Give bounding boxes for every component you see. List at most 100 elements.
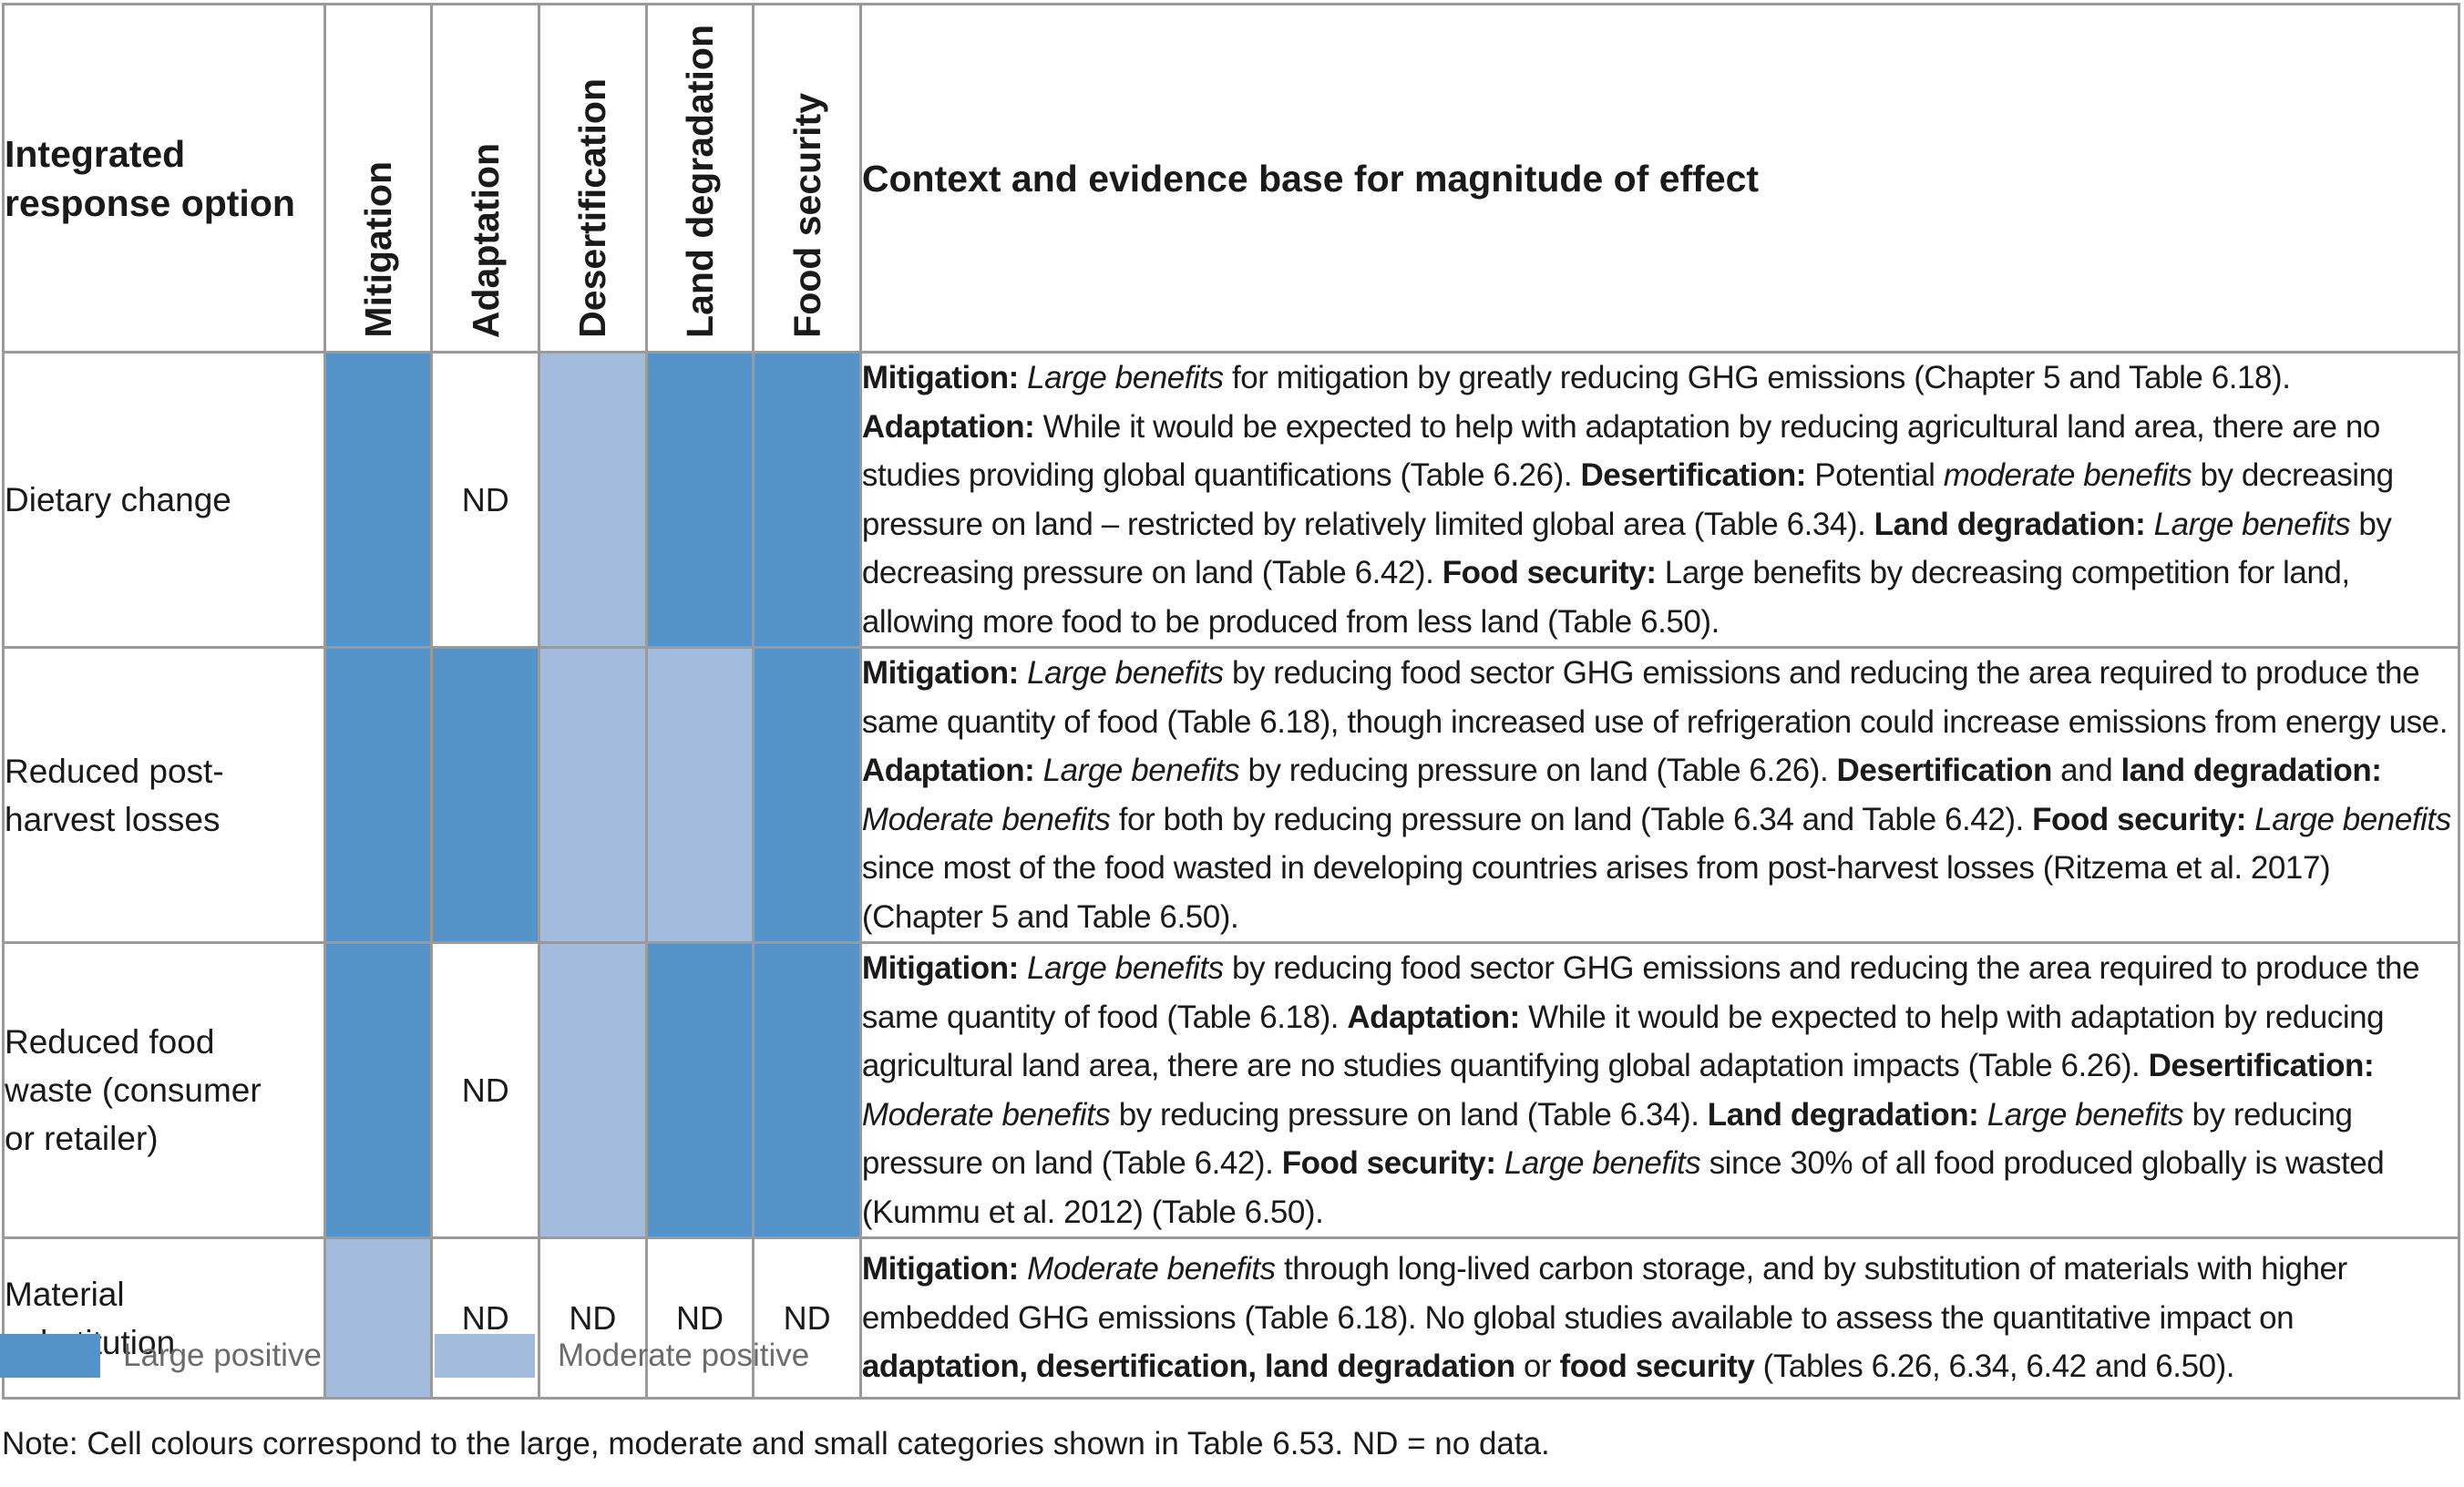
- table-header-row: Integrated response option Mitigation Ad…: [2, 3, 2461, 354]
- header-food-security-label: Food security: [785, 93, 828, 338]
- impact-cell-land-degradation: ND: [644, 1236, 755, 1400]
- option-label-line: or retailer): [5, 1120, 159, 1157]
- context-text: since 30% of all food produced globally …: [861, 1145, 2385, 1230]
- header-food-security: Food security: [752, 3, 862, 354]
- header-desertification-label: Desertification: [571, 78, 614, 338]
- impact-cell-food-security: [752, 646, 862, 944]
- context-bold-term: adaptation, desertification, land degrad…: [861, 1349, 1515, 1385]
- context-bold-term: Desertification:: [2148, 1048, 2375, 1083]
- legend-label-moderate: Moderate positive: [558, 1338, 810, 1373]
- context-bold-term: Land degradation:: [1874, 506, 2146, 542]
- header-option-line1: Integrated: [5, 132, 186, 175]
- impact-cell-mitigation: [323, 646, 434, 944]
- context-italic-term: moderate benefits: [1943, 457, 2192, 493]
- header-land-degradation: Land degradation: [644, 3, 755, 354]
- context-italic-term: Large benefits: [2254, 801, 2451, 837]
- table-row: Reduced food waste (consumer or retailer) N…: [2, 941, 2461, 1239]
- context-text: [2246, 802, 2254, 837]
- context-cell: Mitigation: Moderate benefits through lo…: [858, 1236, 2461, 1400]
- context-text: [1019, 950, 1027, 986]
- impact-cell-food-security: [752, 351, 862, 649]
- context-bold-term: Adaptation:: [1347, 999, 1520, 1035]
- table-row: Reduced post-harvest losses Mitigation: L…: [2, 646, 2461, 944]
- context-text: by decreasing pressure on land – restric…: [861, 457, 2394, 542]
- context-bold-term: Mitigation:: [861, 1251, 1019, 1287]
- header-integrated-response-option: Integrated response option: [2, 3, 326, 354]
- impact-cell-desertification: [538, 351, 648, 649]
- context-italic-term: Large benefits: [1027, 950, 1224, 986]
- header-mitigation-label: Mitigation: [357, 161, 400, 338]
- legend: Large positive Moderate positive: [0, 1334, 1093, 1378]
- header-adaptation-label: Adaptation: [464, 142, 507, 338]
- context-text: Large benefits by decreasing competition…: [861, 555, 2350, 640]
- impact-cell-desertification: ND: [538, 1236, 648, 1400]
- context-text: [1019, 655, 1027, 691]
- table-row: Dietary change ND Mitigation: Large benefi…: [2, 351, 2461, 649]
- impact-cell-adaptation: [430, 646, 541, 944]
- impact-cell-desertification: [538, 941, 648, 1239]
- header-context-evidence: Context and evidence base for magnitude …: [858, 3, 2461, 354]
- nd-label: ND: [461, 480, 509, 518]
- option-label-line: Reduced post-: [5, 752, 224, 790]
- impact-cell-mitigation: [323, 351, 434, 649]
- context-text: by reducing pressure on land (Table 6.34…: [1110, 1096, 1708, 1133]
- context-text: Potential: [1806, 457, 1944, 493]
- response-options-table: Integrated response option Mitigation Ad…: [2, 3, 2461, 1400]
- legend-label-large: Large positive: [123, 1338, 322, 1373]
- impact-cell-land-degradation: [644, 941, 755, 1239]
- context-italic-term: Large benefits: [1042, 753, 1240, 788]
- legend-swatch-large: [0, 1334, 100, 1378]
- nd-label: ND: [461, 1298, 509, 1337]
- context-bold-term: Mitigation:: [861, 950, 1019, 986]
- impact-cell-food-security: ND: [752, 1236, 862, 1400]
- header-land-degradation-label: Land degradation: [678, 25, 721, 338]
- nd-label: ND: [783, 1298, 831, 1337]
- context-text: [1034, 753, 1042, 788]
- table-body: Dietary change ND Mitigation: Large benefi…: [2, 351, 2461, 1400]
- nd-label: ND: [461, 1071, 509, 1109]
- context-bold-term: Food security:: [2032, 801, 2246, 837]
- context-text: or: [1514, 1349, 1560, 1385]
- context-text: by reducing food sector GHG emissions an…: [861, 950, 2420, 1035]
- context-text: by reducing pressure on land (Table 6.42…: [861, 1096, 2353, 1182]
- context-text: for mitigation by greatly reducing GHG e…: [1223, 360, 2291, 395]
- context-bold-term: Desertification:: [1580, 457, 1807, 493]
- option-label-line: Material: [5, 1275, 125, 1313]
- context-italic-term: Moderate benefits: [1027, 1251, 1276, 1287]
- context-text: by reducing pressure on land (Table 6.26…: [1239, 753, 1837, 788]
- context-text: [2145, 507, 2153, 542]
- context-text: by reducing food sector GHG emissions an…: [861, 655, 2449, 740]
- header-option-line2: response option: [5, 181, 295, 224]
- context-italic-term: Large benefits: [1027, 655, 1224, 691]
- context-bold-term: Mitigation:: [861, 655, 1019, 691]
- context-text: by decreasing pressure on land (Table 6.…: [861, 506, 2392, 591]
- context-italic-term: Large benefits: [2153, 506, 2351, 542]
- context-text: through long-lived carbon storage, and b…: [861, 1251, 2347, 1336]
- option-cell: Reduced food waste (consumer or retailer): [2, 941, 326, 1239]
- context-text: While it would be expected to help with …: [861, 408, 2380, 494]
- nd-label: ND: [569, 1298, 617, 1337]
- context-bold-term: Adaptation:: [861, 753, 1035, 788]
- impact-cell-mitigation: [323, 1236, 434, 1400]
- option-cell: Reduced post-harvest losses: [2, 646, 326, 944]
- context-bold-term: land degradation:: [2120, 753, 2382, 788]
- impact-cell-mitigation: [323, 941, 434, 1239]
- option-label-line: Reduced food: [5, 1023, 215, 1061]
- context-text: While it would be expected to help with …: [861, 999, 2385, 1084]
- option-label-line: harvest losses: [5, 800, 221, 838]
- context-italic-term: Large benefits: [1504, 1145, 1701, 1181]
- table-note: Note: Cell colours correspond to the lar…: [2, 1426, 1550, 1461]
- context-bold-term: Land degradation:: [1707, 1096, 1979, 1133]
- context-cell: Mitigation: Large benefits for mitigatio…: [858, 351, 2461, 649]
- context-text: [1978, 1097, 1987, 1133]
- context-cell: Mitigation: Large benefits by reducing f…: [858, 646, 2461, 944]
- context-bold-term: Desertification: [1836, 753, 2053, 788]
- context-bold-term: Food security:: [1442, 555, 1657, 590]
- context-italic-term: Large benefits: [1987, 1096, 2184, 1133]
- option-label-line: Dietary change: [5, 481, 231, 518]
- context-cell: Mitigation: Large benefits by reducing f…: [858, 941, 2461, 1239]
- context-bold-term: Mitigation:: [861, 360, 1019, 395]
- header-mitigation: Mitigation: [323, 3, 434, 354]
- context-text: [1019, 360, 1027, 395]
